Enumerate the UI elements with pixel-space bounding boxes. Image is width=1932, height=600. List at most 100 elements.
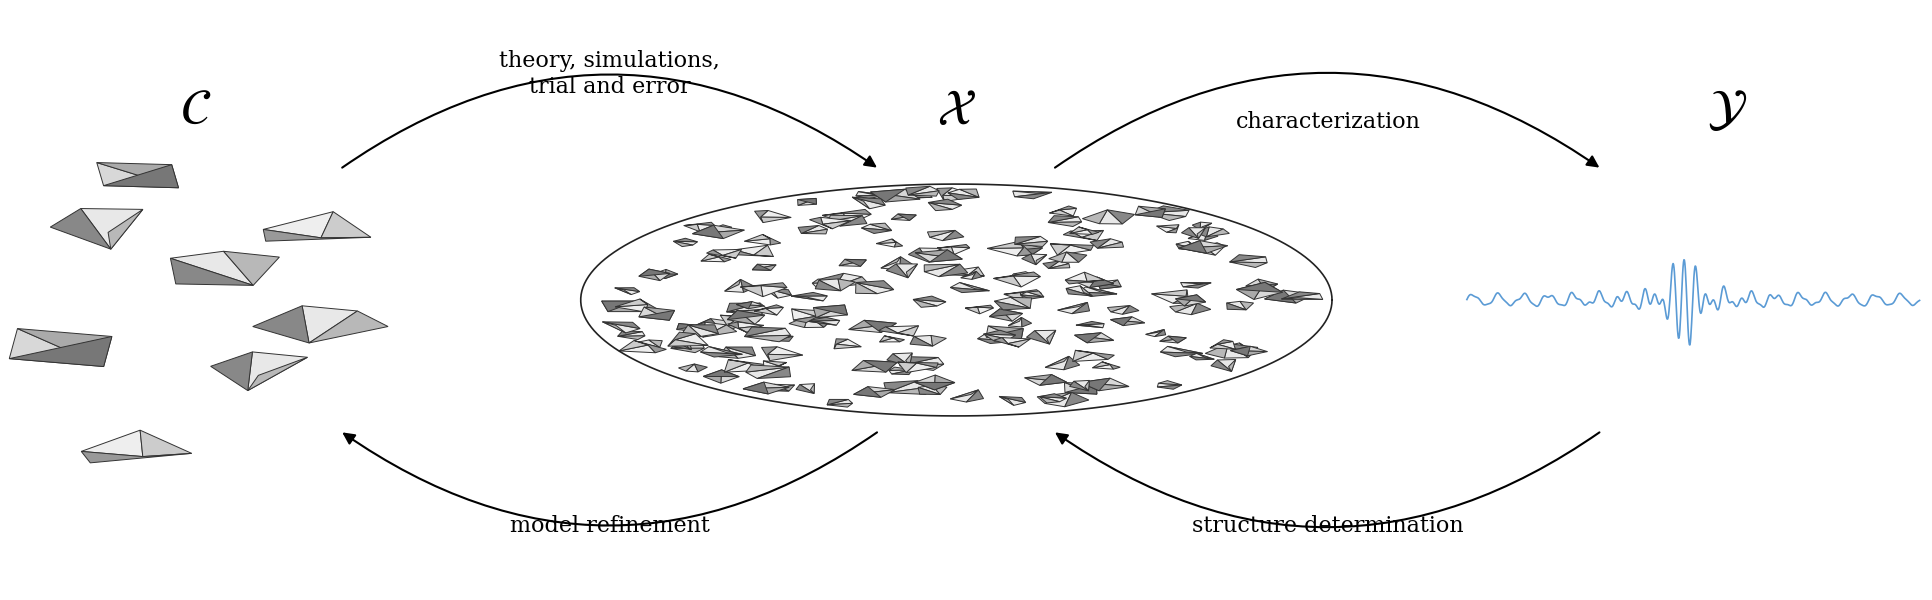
Polygon shape	[856, 195, 887, 199]
Polygon shape	[1065, 356, 1080, 370]
Polygon shape	[740, 286, 763, 296]
Polygon shape	[1047, 330, 1055, 344]
Polygon shape	[1196, 353, 1213, 359]
Polygon shape	[798, 226, 819, 233]
Polygon shape	[929, 250, 962, 262]
Polygon shape	[10, 337, 112, 367]
Polygon shape	[993, 276, 1022, 287]
Polygon shape	[1097, 282, 1121, 289]
Polygon shape	[891, 214, 916, 220]
Polygon shape	[618, 332, 645, 336]
Polygon shape	[960, 271, 976, 280]
Polygon shape	[703, 225, 732, 233]
Polygon shape	[682, 325, 701, 337]
Polygon shape	[887, 380, 931, 393]
Polygon shape	[864, 361, 896, 372]
Polygon shape	[1111, 317, 1132, 326]
Polygon shape	[618, 331, 641, 336]
Polygon shape	[810, 383, 815, 394]
Polygon shape	[746, 367, 788, 379]
Polygon shape	[881, 257, 900, 268]
Polygon shape	[920, 248, 941, 262]
Polygon shape	[638, 342, 659, 348]
Polygon shape	[614, 288, 632, 295]
Polygon shape	[263, 229, 371, 241]
Polygon shape	[1065, 272, 1088, 281]
Polygon shape	[1146, 329, 1165, 337]
Polygon shape	[1281, 298, 1323, 299]
Polygon shape	[1097, 239, 1122, 248]
Polygon shape	[1225, 343, 1248, 358]
Polygon shape	[1227, 346, 1254, 352]
Polygon shape	[792, 309, 815, 320]
Polygon shape	[1014, 241, 1047, 247]
Polygon shape	[141, 430, 191, 457]
Polygon shape	[871, 192, 920, 202]
Polygon shape	[1076, 322, 1105, 325]
Polygon shape	[856, 283, 895, 293]
Polygon shape	[674, 238, 697, 242]
Polygon shape	[1070, 227, 1088, 233]
Polygon shape	[1026, 331, 1049, 344]
Polygon shape	[1080, 378, 1111, 391]
Polygon shape	[1049, 252, 1066, 262]
Polygon shape	[1012, 191, 1051, 197]
Polygon shape	[910, 337, 933, 346]
Polygon shape	[1246, 279, 1265, 291]
Polygon shape	[838, 259, 866, 266]
Polygon shape	[1229, 343, 1258, 358]
Text: $\mathcal{C}$: $\mathcal{C}$	[180, 85, 211, 134]
Polygon shape	[1039, 397, 1066, 402]
Polygon shape	[848, 323, 896, 332]
Polygon shape	[670, 341, 701, 349]
Polygon shape	[790, 292, 827, 296]
Polygon shape	[1024, 374, 1066, 382]
Polygon shape	[1155, 329, 1165, 337]
Polygon shape	[1005, 290, 1041, 295]
Polygon shape	[951, 390, 978, 402]
Polygon shape	[721, 315, 740, 326]
Polygon shape	[1159, 338, 1186, 343]
Polygon shape	[1009, 274, 1037, 278]
Polygon shape	[864, 320, 896, 332]
Polygon shape	[842, 213, 871, 225]
Polygon shape	[1192, 303, 1211, 314]
Polygon shape	[999, 397, 1014, 406]
Polygon shape	[1014, 236, 1041, 244]
Polygon shape	[668, 332, 696, 346]
Polygon shape	[701, 347, 742, 355]
Polygon shape	[881, 257, 900, 270]
Polygon shape	[81, 209, 143, 249]
Polygon shape	[703, 370, 723, 383]
Polygon shape	[1159, 380, 1182, 385]
Polygon shape	[309, 311, 388, 343]
Polygon shape	[1086, 287, 1117, 294]
Polygon shape	[1182, 228, 1198, 238]
Polygon shape	[887, 354, 910, 366]
Polygon shape	[170, 258, 253, 286]
Polygon shape	[819, 279, 840, 291]
Polygon shape	[765, 307, 782, 315]
Polygon shape	[972, 271, 981, 280]
Polygon shape	[1200, 222, 1211, 230]
Polygon shape	[966, 307, 980, 314]
Polygon shape	[1092, 362, 1111, 368]
Polygon shape	[744, 235, 771, 241]
Polygon shape	[823, 221, 850, 229]
Polygon shape	[1066, 289, 1092, 296]
Polygon shape	[752, 264, 771, 271]
Polygon shape	[1063, 231, 1097, 241]
Polygon shape	[670, 348, 705, 353]
Polygon shape	[728, 359, 773, 370]
Polygon shape	[931, 385, 947, 395]
Text: characterization: characterization	[1236, 110, 1420, 133]
Polygon shape	[1036, 254, 1047, 265]
Polygon shape	[1020, 292, 1043, 297]
Polygon shape	[690, 319, 723, 333]
Polygon shape	[869, 223, 893, 230]
Polygon shape	[1039, 374, 1066, 385]
Polygon shape	[1009, 317, 1022, 327]
Polygon shape	[1090, 277, 1113, 287]
Polygon shape	[887, 387, 931, 394]
Polygon shape	[898, 326, 918, 336]
